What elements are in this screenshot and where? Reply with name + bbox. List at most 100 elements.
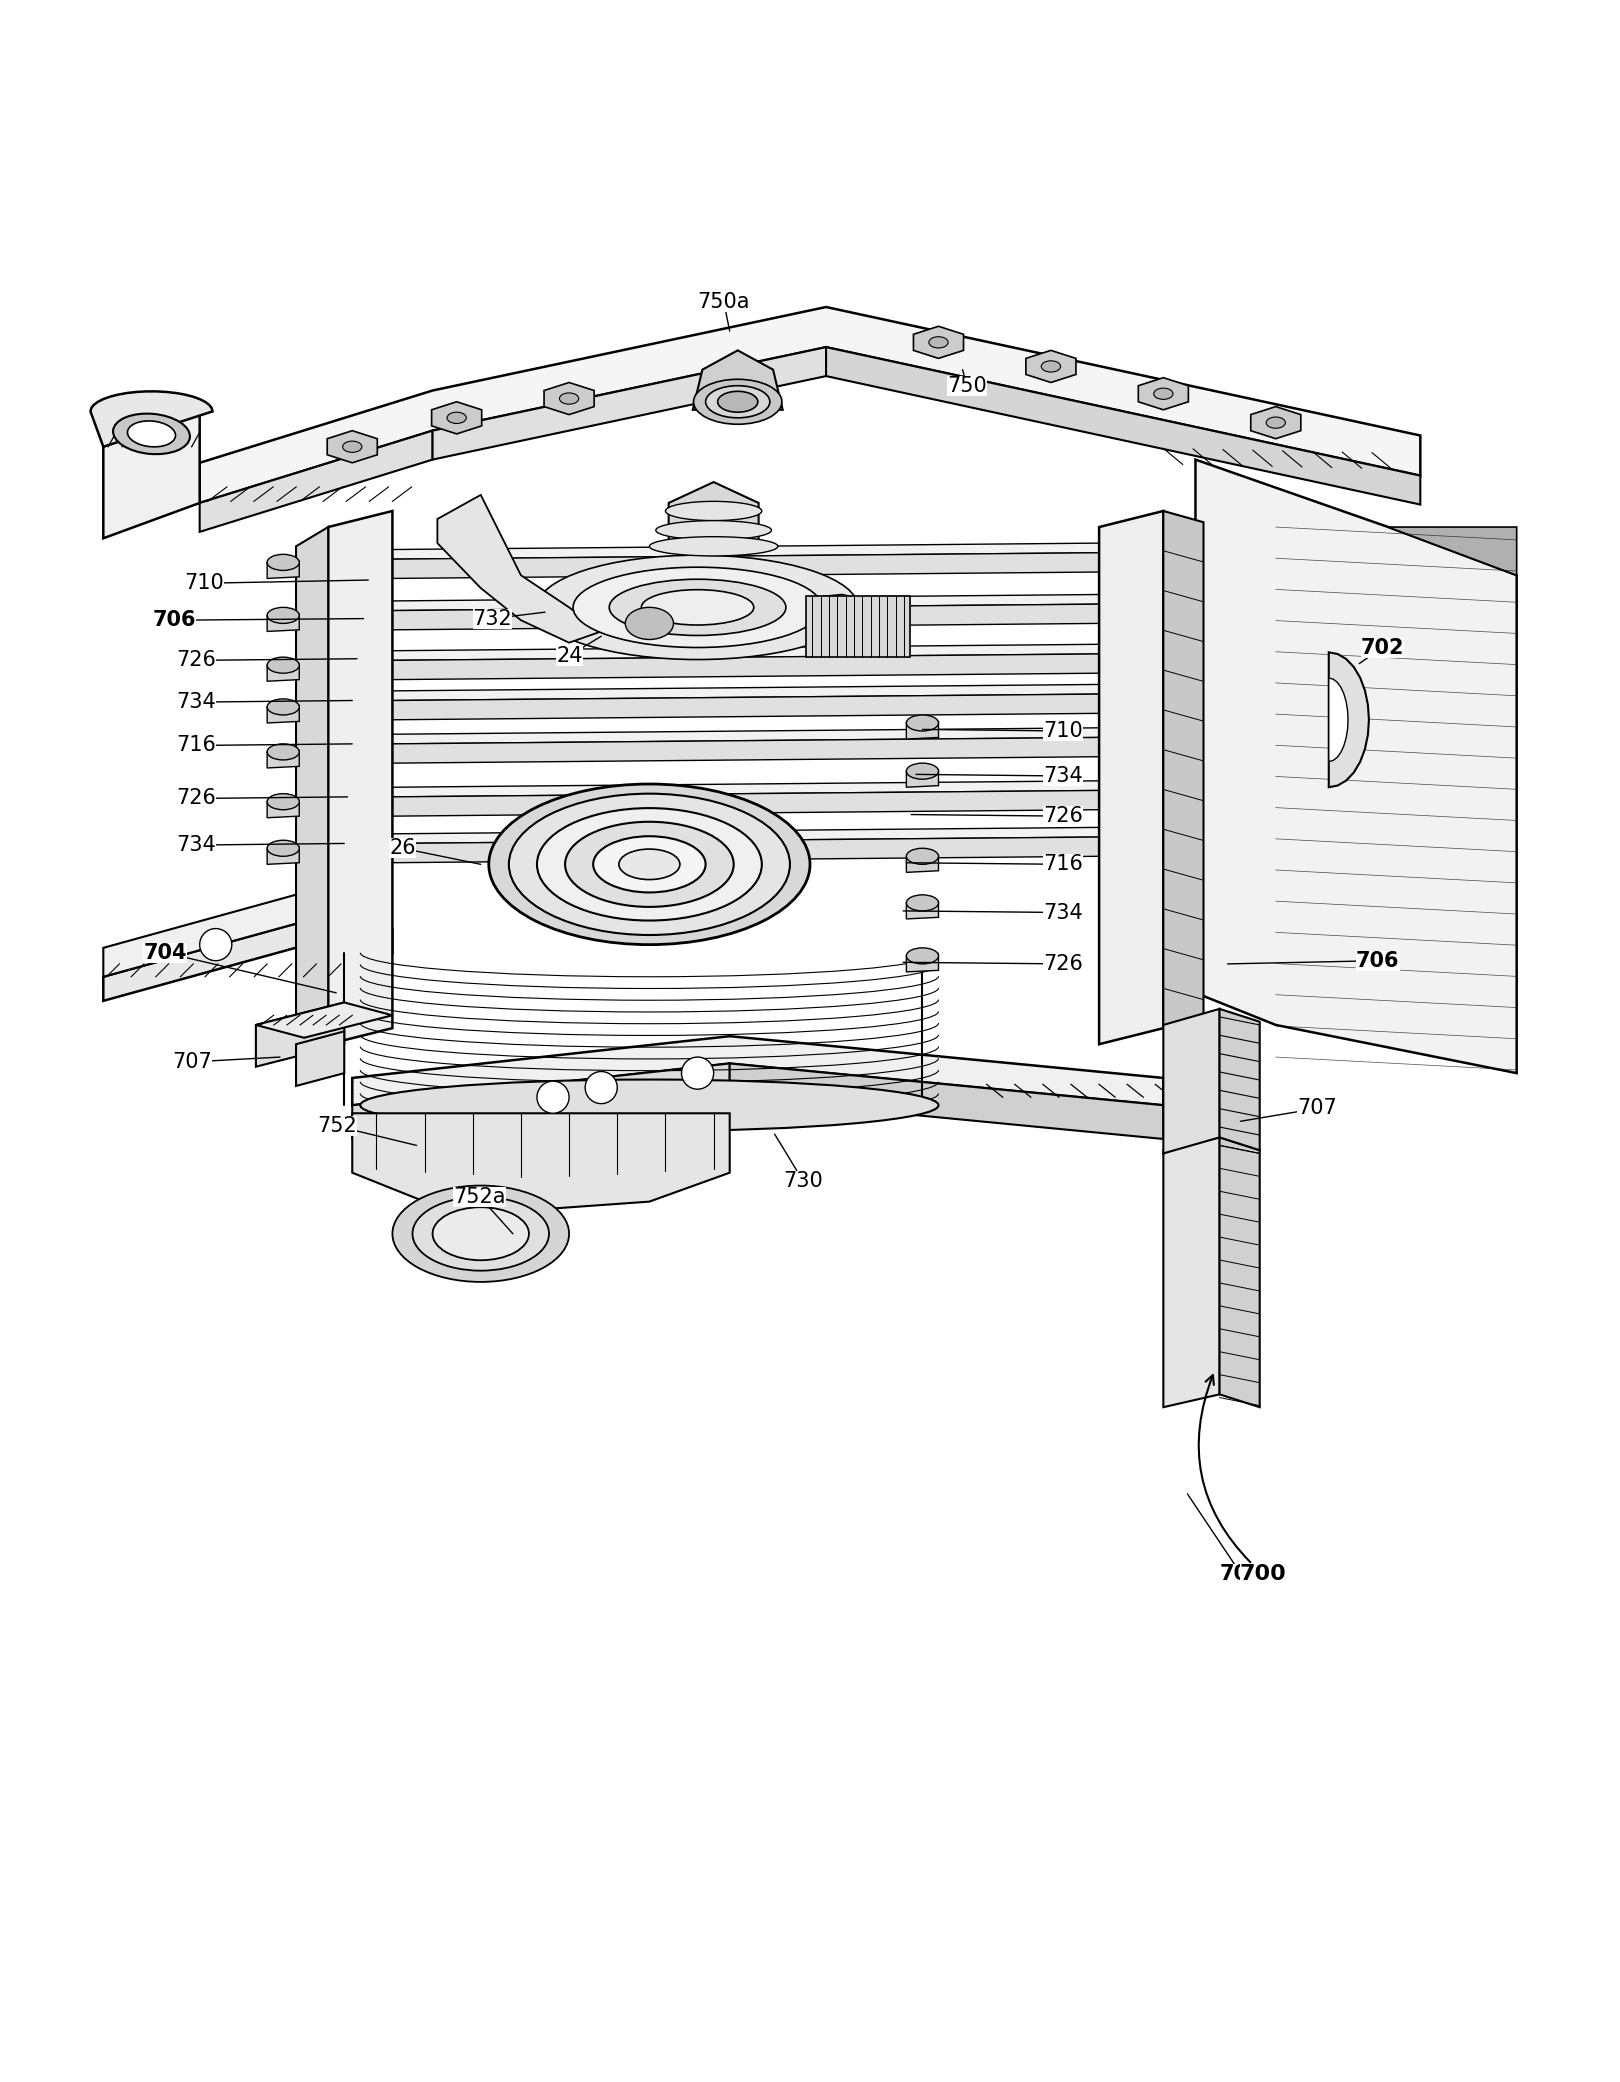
Ellipse shape — [619, 849, 680, 879]
Polygon shape — [352, 1037, 1163, 1106]
Polygon shape — [433, 348, 826, 460]
Polygon shape — [296, 527, 329, 1064]
Ellipse shape — [360, 1081, 938, 1131]
Polygon shape — [1220, 1010, 1260, 1149]
Polygon shape — [267, 614, 300, 631]
Polygon shape — [906, 770, 938, 787]
Ellipse shape — [906, 714, 938, 731]
Polygon shape — [267, 799, 300, 818]
Polygon shape — [392, 791, 1098, 816]
Polygon shape — [267, 560, 300, 579]
Polygon shape — [392, 685, 1098, 700]
Text: 702: 702 — [1359, 637, 1405, 664]
Polygon shape — [327, 431, 377, 462]
Circle shape — [536, 1081, 569, 1114]
Polygon shape — [1025, 350, 1076, 383]
Polygon shape — [906, 954, 938, 972]
Ellipse shape — [642, 589, 753, 625]
Ellipse shape — [906, 764, 938, 779]
Ellipse shape — [433, 1208, 530, 1260]
Text: 716: 716 — [177, 735, 352, 756]
Polygon shape — [267, 706, 300, 722]
Ellipse shape — [128, 421, 175, 448]
Polygon shape — [906, 902, 938, 918]
Polygon shape — [392, 837, 1098, 862]
Ellipse shape — [267, 608, 300, 623]
Ellipse shape — [447, 412, 467, 423]
Ellipse shape — [593, 837, 706, 893]
Polygon shape — [392, 595, 1098, 610]
Polygon shape — [1139, 377, 1189, 410]
Polygon shape — [91, 391, 212, 448]
Text: 726: 726 — [177, 650, 356, 670]
Ellipse shape — [928, 337, 948, 348]
Polygon shape — [199, 306, 1421, 504]
Text: 734: 734 — [177, 691, 352, 712]
Ellipse shape — [706, 385, 770, 418]
Ellipse shape — [625, 608, 674, 639]
Text: 726: 726 — [910, 806, 1082, 827]
Text: 726: 726 — [904, 954, 1082, 974]
Polygon shape — [267, 664, 300, 681]
Text: 752: 752 — [318, 1116, 416, 1145]
Text: 710: 710 — [185, 573, 368, 593]
Polygon shape — [437, 496, 601, 643]
Ellipse shape — [536, 808, 761, 920]
Ellipse shape — [267, 793, 300, 810]
Polygon shape — [906, 720, 938, 739]
Text: 730: 730 — [774, 1135, 823, 1191]
Polygon shape — [914, 327, 964, 358]
Text: 732: 732 — [473, 608, 544, 629]
Polygon shape — [329, 510, 392, 1045]
Polygon shape — [1220, 1137, 1260, 1407]
Text: 734: 734 — [904, 902, 1082, 922]
Ellipse shape — [650, 537, 778, 556]
Ellipse shape — [267, 841, 300, 856]
Polygon shape — [906, 856, 938, 872]
Text: 716: 716 — [906, 854, 1082, 874]
Text: 707: 707 — [1241, 1099, 1336, 1122]
Polygon shape — [729, 1064, 1163, 1139]
Ellipse shape — [656, 520, 771, 539]
Text: 707: 707 — [172, 1051, 280, 1072]
Polygon shape — [544, 383, 595, 414]
Text: 704: 704 — [143, 943, 337, 993]
Circle shape — [585, 1072, 617, 1103]
Polygon shape — [392, 643, 1098, 660]
Polygon shape — [392, 827, 1098, 843]
Text: 734: 734 — [177, 835, 343, 856]
Polygon shape — [392, 552, 1098, 579]
Text: 700: 700 — [1199, 1374, 1286, 1584]
Polygon shape — [392, 729, 1098, 743]
Text: 700: 700 — [1187, 1495, 1264, 1584]
Ellipse shape — [413, 1197, 549, 1270]
Text: 706: 706 — [1228, 951, 1400, 970]
Ellipse shape — [1267, 416, 1285, 429]
Ellipse shape — [565, 822, 734, 908]
Polygon shape — [256, 1001, 343, 1066]
Ellipse shape — [509, 793, 791, 935]
Polygon shape — [267, 847, 300, 864]
Ellipse shape — [267, 700, 300, 714]
Polygon shape — [693, 350, 782, 410]
Polygon shape — [392, 654, 1098, 679]
Ellipse shape — [342, 441, 361, 452]
Text: 750: 750 — [948, 371, 987, 396]
Polygon shape — [669, 483, 758, 539]
Ellipse shape — [573, 566, 821, 648]
Text: 24: 24 — [556, 637, 601, 666]
Ellipse shape — [536, 556, 859, 660]
Polygon shape — [392, 604, 1098, 631]
Polygon shape — [296, 1031, 343, 1087]
Polygon shape — [104, 883, 337, 976]
Polygon shape — [1196, 460, 1516, 1072]
Text: 26: 26 — [389, 839, 481, 864]
Ellipse shape — [906, 947, 938, 964]
Circle shape — [682, 1058, 714, 1089]
Text: 734: 734 — [915, 766, 1082, 787]
Text: 710: 710 — [922, 720, 1082, 741]
Polygon shape — [256, 1001, 392, 1037]
Polygon shape — [199, 431, 433, 531]
Ellipse shape — [267, 658, 300, 672]
Polygon shape — [104, 412, 199, 539]
